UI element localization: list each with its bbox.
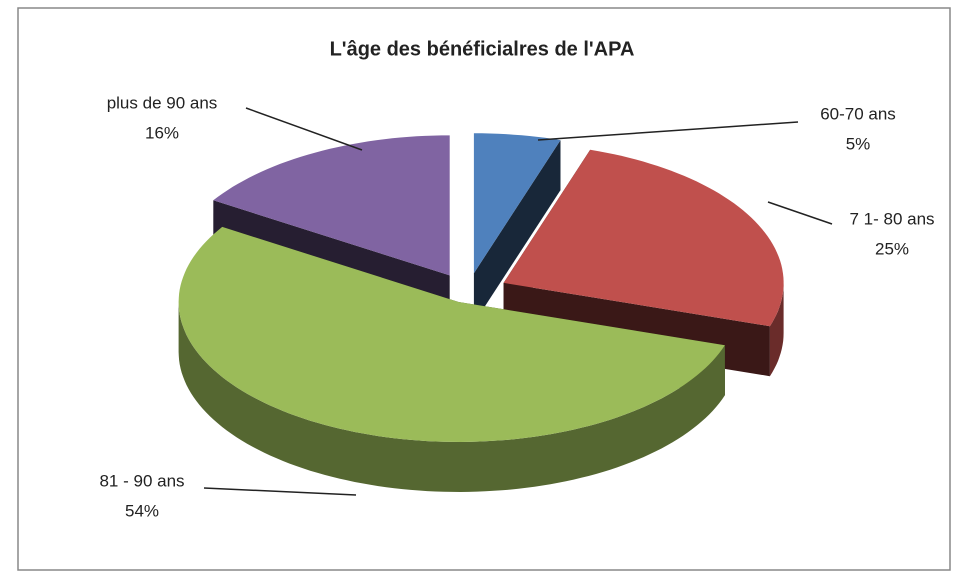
leader-line bbox=[203, 487, 357, 496]
data-label-name: plus de 90 ans bbox=[107, 93, 218, 112]
slice-wall bbox=[178, 302, 725, 492]
data-label-name: 60-70 ans bbox=[820, 104, 896, 123]
data-label-name: 81 - 90 ans bbox=[99, 471, 184, 490]
slice bbox=[213, 135, 450, 276]
data-label-value: 25% bbox=[875, 239, 909, 258]
slice bbox=[178, 226, 725, 442]
chart-title: L'âge des bénéficialres de l'APA bbox=[330, 38, 635, 60]
slice-side bbox=[473, 140, 561, 324]
slice bbox=[473, 133, 561, 274]
data-label-value: 16% bbox=[145, 123, 179, 142]
data-label-value: 5% bbox=[846, 134, 871, 153]
data-label-value: 54% bbox=[125, 501, 159, 520]
leader-line bbox=[767, 201, 833, 225]
slice bbox=[503, 149, 784, 327]
leader-line bbox=[537, 121, 799, 141]
data-label-name: 7 1- 80 ans bbox=[849, 209, 934, 228]
slice-wall bbox=[769, 282, 784, 377]
leader-line bbox=[245, 107, 363, 151]
